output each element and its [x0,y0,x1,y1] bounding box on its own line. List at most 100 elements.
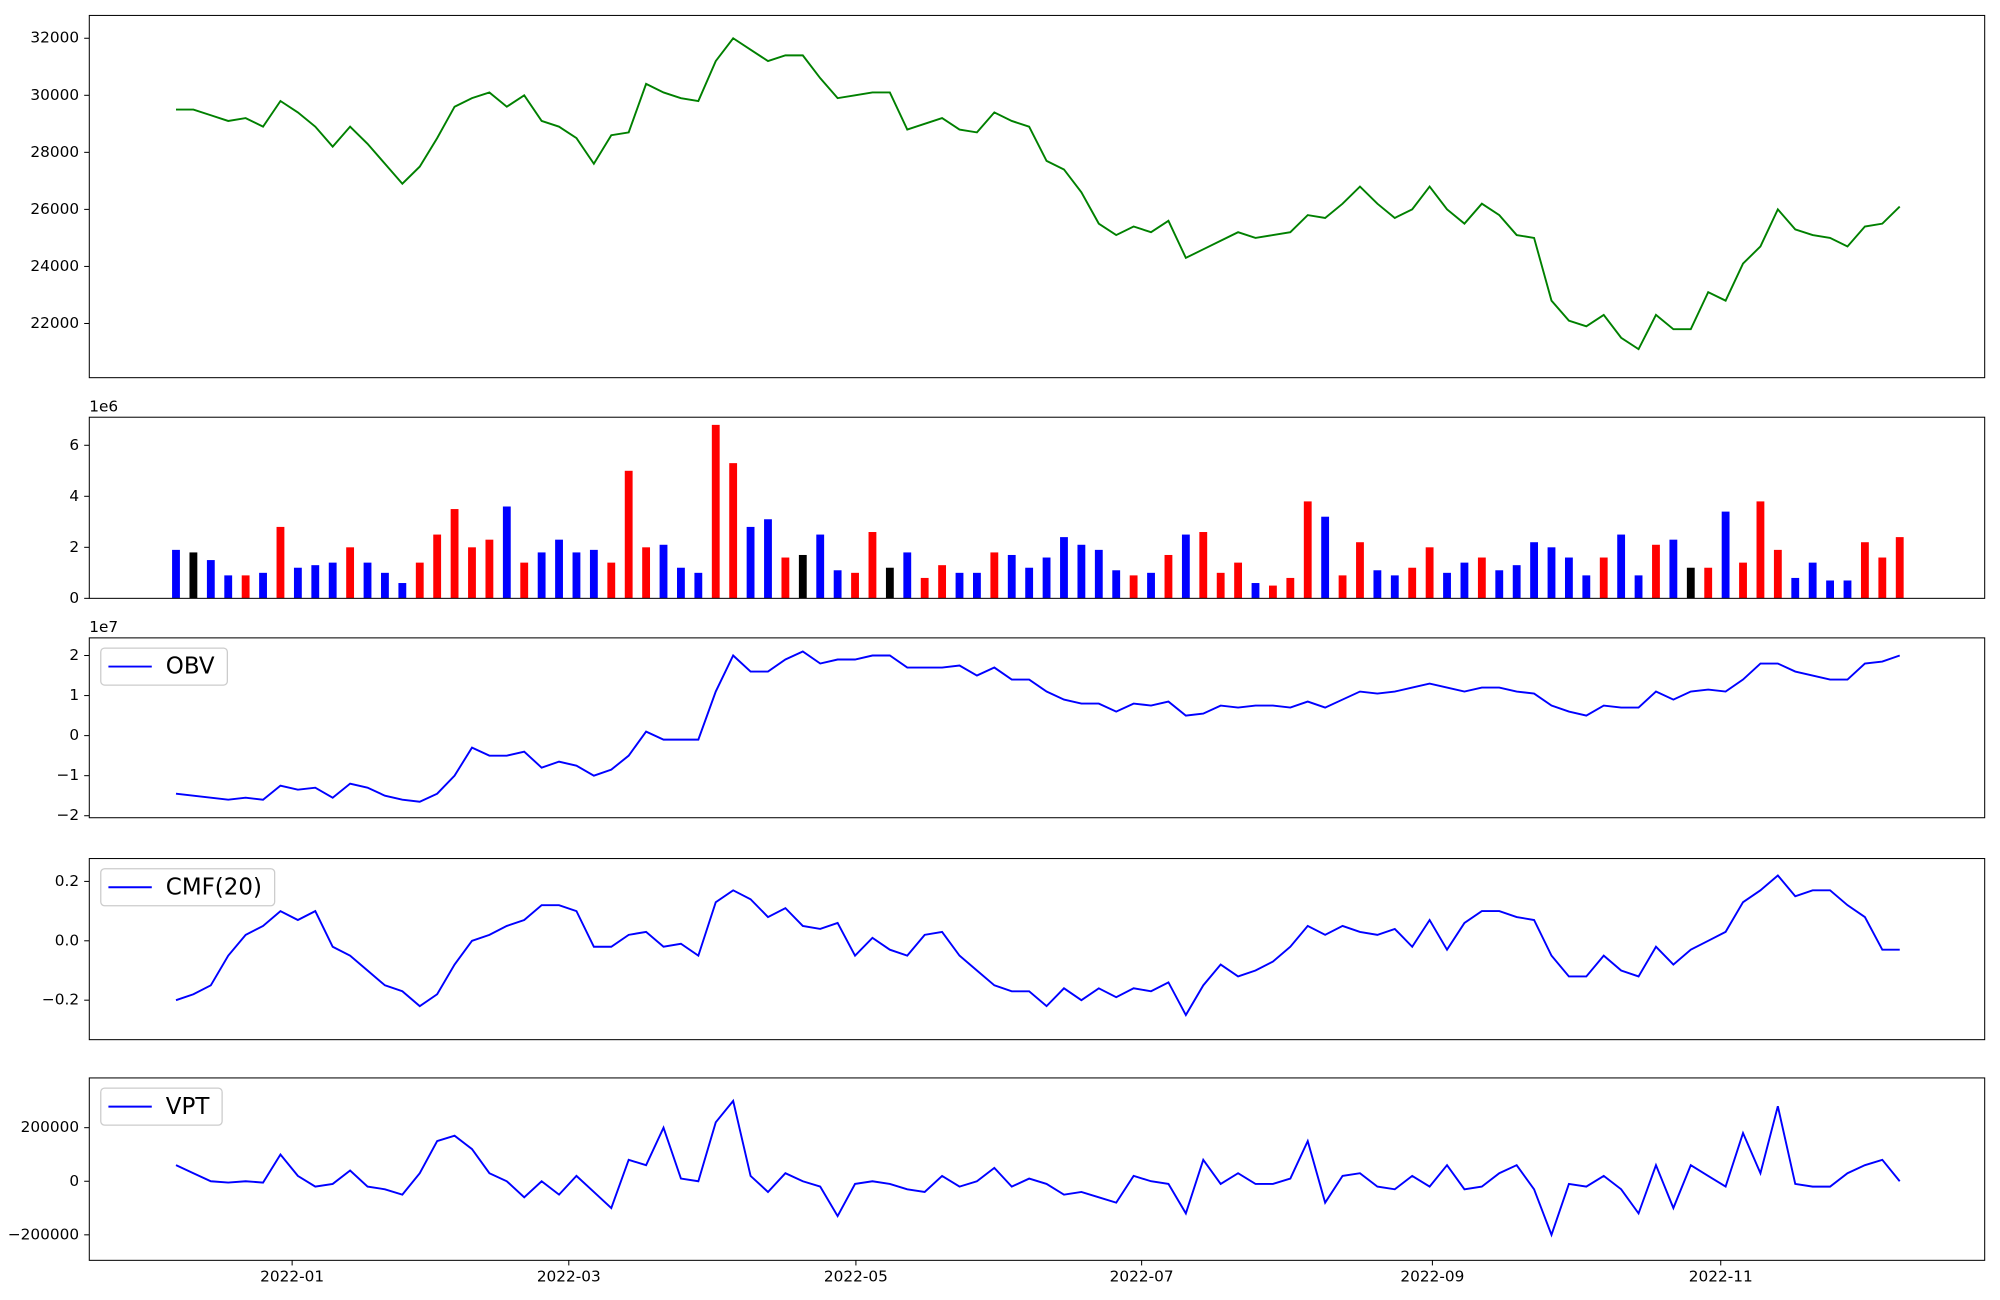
axes-frame [88,14,1986,379]
volume-bar [1704,567,1713,599]
axes-frame [88,1077,1986,1261]
volume-bar [381,572,389,599]
volume-bar [711,424,720,599]
y-tick-label: 0 [69,589,79,607]
axis-offset: 1e7 [89,618,118,636]
volume-bar [938,565,947,599]
volume-bar [1477,557,1486,599]
volume-bar [973,572,981,599]
volume-bar [1164,554,1173,599]
series-line [175,874,1900,1017]
volume-bar [1147,572,1155,599]
axes-frame [88,416,1986,599]
volume-bar [537,552,546,599]
volume-bar [328,562,337,599]
volume-bar [276,526,285,599]
volume-bar [502,506,511,599]
volume-bar [1721,511,1730,599]
volume-bar [1060,537,1068,599]
y-tick-label: 6 [69,436,79,454]
y-tick-label: 0.0 [55,931,79,949]
x-tick-label: 2022-01 [260,1267,324,1285]
volume-bar [346,547,355,599]
volume-bar [729,463,738,599]
volume-bar [1077,544,1086,599]
y-tick-label: 28000 [30,143,79,161]
volume-bar [1251,583,1260,599]
y-tick-label: −2 [57,806,80,824]
volume-bar [1460,562,1469,599]
volume-bar [1268,585,1277,599]
volume-bar [1843,580,1852,599]
y-tick-label: 200000 [21,1118,79,1136]
volume-bar [1042,557,1051,599]
volume-bar [1025,567,1034,599]
volume-bar [659,544,668,599]
volume-bar [1791,577,1800,599]
legend-box [100,868,276,907]
volume-bar [746,526,755,599]
volume-bar [885,567,894,599]
volume-bar [1599,557,1608,599]
volume-bar [485,539,494,599]
x-tick-label: 2022-07 [1110,1267,1174,1285]
legend-label: OBV [166,654,215,680]
volume-bar [1129,575,1138,599]
volume-bar [1878,557,1887,599]
y-tick-label: 30000 [30,86,79,104]
legend-box [100,647,228,686]
volume-bar [1547,547,1556,599]
axes-frame [88,858,1986,1041]
volume-bar [1199,532,1208,599]
volume-bar [990,552,999,599]
volume-bar [642,547,651,599]
volume-bar [1773,549,1782,599]
volume-bar [1530,542,1539,599]
volume-bar [955,572,964,599]
y-tick-label: 0 [69,726,79,744]
y-tick-label: 26000 [30,200,79,218]
volume-bar [1216,572,1225,599]
volume-bar [1669,539,1678,599]
volume-bar [1286,577,1295,599]
volume-bar [833,570,842,599]
volume-bar [1617,534,1626,599]
y-tick-label: −200000 [8,1225,79,1243]
volume-bar [555,539,563,599]
volume-bar [224,575,233,599]
volume-bar [1582,575,1591,599]
x-tick-label: 2022-03 [537,1267,601,1285]
volume-bar [677,567,685,599]
volume-bar [520,562,529,599]
volume-bar [868,532,877,599]
y-tick-label: 0 [69,1172,79,1190]
volume-bar [450,509,459,599]
volume-bar [1321,516,1330,599]
y-tick-label: 22000 [30,314,79,332]
y-tick-label: 32000 [30,29,79,47]
volume-bar [241,575,250,599]
volume-bar [189,552,198,599]
volume-bar [1356,542,1364,599]
volume-bar [468,547,476,599]
volume-bar [1895,537,1904,599]
volume-bar [1234,562,1243,599]
legend-label: VPT [166,1094,211,1120]
volume-bar [398,583,407,599]
series-line [175,36,1901,351]
volume-bar [607,562,616,599]
y-tick-label: −0.2 [42,991,79,1009]
volume-bar [311,565,320,599]
volume-bar [1512,565,1521,599]
volume-bar [1652,544,1660,599]
volume-bar [1686,567,1695,599]
volume-bar [1564,557,1573,599]
volume-bar [1303,501,1312,599]
y-tick-label: 4 [69,487,79,505]
volume-bar [694,572,703,599]
y-tick-label: −1 [57,766,80,784]
volume-bar [1181,534,1190,599]
volume-bar [798,554,807,599]
volume-bar [206,560,215,599]
volume-bar [589,549,598,599]
